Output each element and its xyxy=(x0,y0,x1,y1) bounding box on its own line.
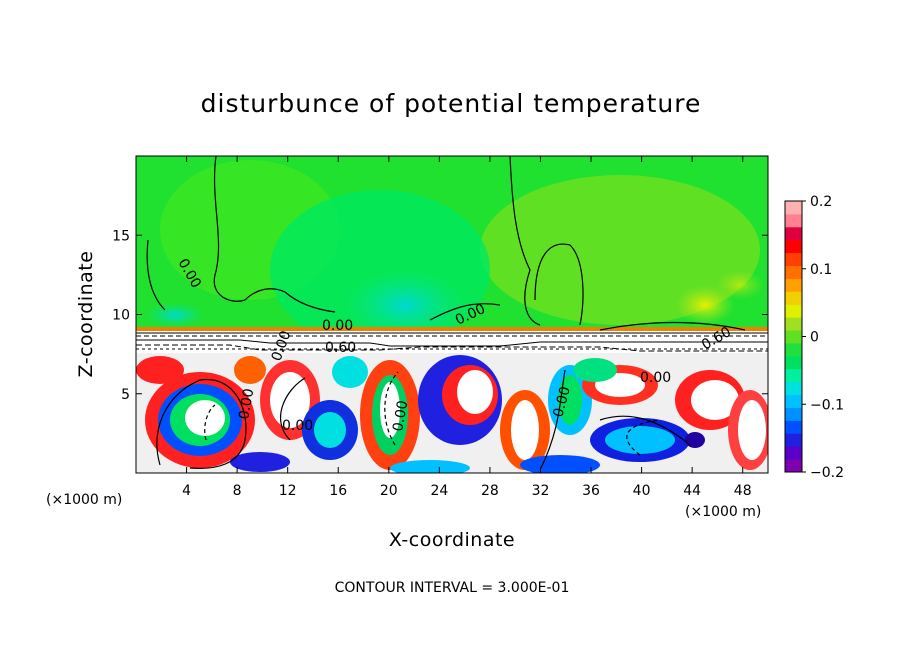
colorbar-swatch xyxy=(785,459,802,473)
x-tick-label: 24 xyxy=(430,483,448,499)
x-unit-label-left: (×1000 m) xyxy=(46,492,122,508)
x-tick-label: 16 xyxy=(329,483,347,499)
colorbar-swatch xyxy=(785,381,802,396)
plot-area: 0.00 0.00 0.00 0.60 0.00 0.60 0.00 0.00 … xyxy=(136,156,768,473)
x-tick-label: 40 xyxy=(633,483,651,499)
contour-label: 0.00 xyxy=(282,418,313,434)
yellow-patch xyxy=(715,270,765,300)
cyan-patch xyxy=(345,270,465,340)
x-tick-label: 20 xyxy=(380,483,398,499)
colorbar-swatch xyxy=(785,433,802,447)
x-tick-label: 28 xyxy=(481,483,499,499)
colorbar-swatch xyxy=(785,368,802,383)
light-green-patch xyxy=(480,175,760,325)
x-tick-label: 32 xyxy=(532,483,550,499)
cyan-patch xyxy=(145,303,205,327)
x-tick-label: 44 xyxy=(683,483,701,499)
yellow-patch xyxy=(675,285,735,325)
y-tick-label: 5 xyxy=(121,387,130,403)
contour-label: 0.00 xyxy=(322,318,353,334)
contour-label: 0.00 xyxy=(390,399,411,432)
x-tick-label: 36 xyxy=(582,483,600,499)
contour-label: 0.00 xyxy=(640,370,671,386)
contour-lines xyxy=(146,156,746,471)
colorbar-swatch xyxy=(785,304,802,318)
colorbar-swatch xyxy=(785,420,802,434)
colorbar-swatch xyxy=(785,252,802,267)
y-tick-label: 10 xyxy=(112,308,130,324)
x-tick-label: 12 xyxy=(279,483,297,499)
colorbar-swatch xyxy=(785,201,802,215)
colorbar-swatch xyxy=(785,239,802,254)
y-tick-label: 15 xyxy=(112,228,130,244)
x-tick-label: 48 xyxy=(734,483,752,499)
x-tick-label: 8 xyxy=(233,483,242,499)
contour-interval-note: CONTOUR INTERVAL = 3.000E-01 xyxy=(335,580,570,596)
inversion-contours xyxy=(136,332,768,352)
turbulent-eddies xyxy=(136,355,768,473)
colorbar-swatch xyxy=(785,291,802,305)
chart-title: disturbunce of potential temperature xyxy=(201,89,702,118)
colorbar-tick-label: −0.2 xyxy=(810,465,844,481)
colorbar-tick-label: −0.1 xyxy=(810,397,844,413)
y-axis-label: Z-coordinate xyxy=(75,251,97,378)
y-axis: 5 10 15 xyxy=(112,228,768,403)
colorbar-swatch xyxy=(785,330,802,344)
colorbar-swatch xyxy=(785,278,802,292)
contour-label: 0.00 xyxy=(550,385,574,419)
colorbar-tick-label: 0.2 xyxy=(810,194,832,210)
contour-label: 0.00 xyxy=(236,387,257,420)
x-axis-label: X-coordinate xyxy=(389,529,515,551)
colorbar: 0.2 0.1 0 −0.1 −0.2 xyxy=(784,194,844,481)
x-unit-label-right: (×1000 m) xyxy=(685,504,761,520)
x-tick-label: 4 xyxy=(182,483,191,499)
colorbar-swatch xyxy=(785,446,802,460)
colorbar-swatch xyxy=(785,394,802,408)
colorbar-swatch xyxy=(785,265,802,279)
colorbar-swatch xyxy=(785,407,802,421)
inversion-band xyxy=(136,327,768,331)
colorbar-tick-label: 0.1 xyxy=(810,262,832,278)
colorbar-swatch xyxy=(785,355,802,370)
colorbar-swatch xyxy=(785,342,802,357)
x-axis: 4 8 12 16 20 24 28 32 36 40 44 48 xyxy=(182,156,752,499)
colorbar-swatch xyxy=(785,317,802,331)
colorbar-swatch xyxy=(785,213,802,228)
colorbar-tick-label: 0 xyxy=(810,330,819,346)
contour-label: 0.60 xyxy=(325,340,356,356)
colorbar-swatch xyxy=(785,226,802,241)
